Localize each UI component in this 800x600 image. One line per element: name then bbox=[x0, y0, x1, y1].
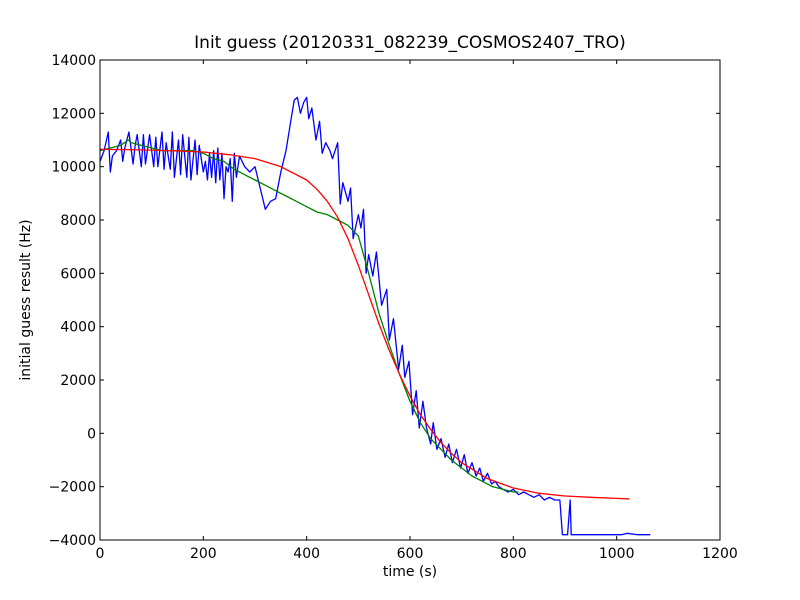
series-line-1 bbox=[100, 96, 651, 536]
y-tick-label: 12000 bbox=[51, 106, 96, 122]
y-tick-label: 6000 bbox=[60, 266, 96, 282]
plot-area bbox=[100, 96, 651, 536]
x-tick-label: 0 bbox=[96, 546, 105, 562]
x-tick-label: 600 bbox=[397, 546, 424, 562]
y-tick-label: 10000 bbox=[51, 160, 96, 176]
x-tick-label: 400 bbox=[293, 546, 320, 562]
x-tick-label: 1000 bbox=[599, 546, 635, 562]
x-tick-label: 1200 bbox=[702, 546, 738, 562]
axis-ticks: 0 200 400 600 800 1000 1200 −4000 −2000 0 2000 4000… bbox=[49, 53, 738, 562]
y-tick-label: 8000 bbox=[60, 213, 96, 229]
y-tick-label: −2000 bbox=[49, 480, 96, 496]
x-tick-label: 800 bbox=[500, 546, 527, 562]
y-tick-label: 4000 bbox=[60, 320, 96, 336]
series-line-3 bbox=[100, 148, 630, 500]
x-tick-label: 200 bbox=[190, 546, 217, 562]
chart-title: Init guess (20120331_082239_COSMOS2407_T… bbox=[194, 33, 626, 53]
x-axis-label: time (s) bbox=[383, 564, 437, 580]
y-tick-label: 0 bbox=[87, 426, 96, 442]
y-axis-label: initial guess result (Hz) bbox=[18, 219, 34, 380]
y-tick-label: 2000 bbox=[60, 373, 96, 389]
y-tick-label: −4000 bbox=[49, 533, 96, 549]
y-tick-label: 14000 bbox=[51, 53, 96, 69]
